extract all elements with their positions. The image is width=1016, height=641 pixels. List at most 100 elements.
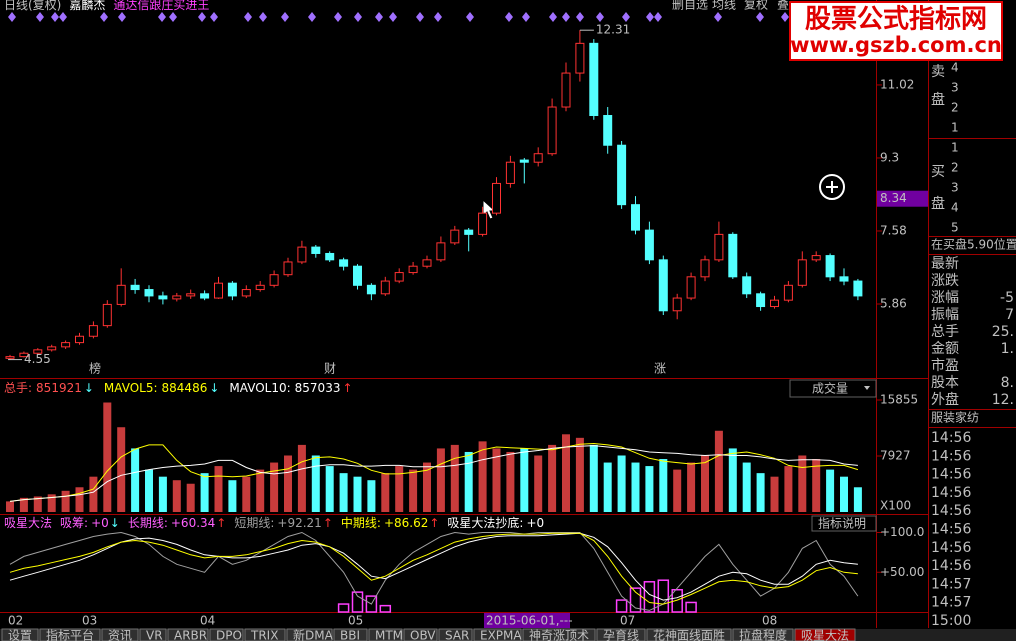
tab[interactable] xyxy=(101,628,139,641)
volume-bar xyxy=(742,462,751,512)
tab[interactable] xyxy=(244,628,286,641)
volume-bar xyxy=(659,459,668,512)
indicator-line xyxy=(9,531,859,611)
legend-value: 851921 xyxy=(36,381,82,395)
volume-bar xyxy=(256,469,265,512)
volume-bar xyxy=(826,469,835,512)
tab-label[interactable]: TRIX xyxy=(250,629,278,641)
candle-body xyxy=(658,259,668,312)
volume-bar xyxy=(798,455,807,512)
tab-label[interactable]: 拉盘程度 xyxy=(739,628,787,641)
tab[interactable] xyxy=(794,628,856,641)
tab[interactable] xyxy=(286,628,333,641)
tab-label[interactable]: EXPMA xyxy=(480,629,522,641)
tab[interactable] xyxy=(646,628,732,641)
tab[interactable] xyxy=(139,628,167,641)
signal-diamond xyxy=(354,12,362,22)
quote-value: 12. xyxy=(992,392,1014,408)
header: 日线(复权) 嘉麟杰 通达信跟庄买进王 xyxy=(4,0,209,12)
absorb-bar xyxy=(615,599,628,613)
tab-label[interactable]: VR xyxy=(146,629,163,641)
toolbar-button[interactable]: 均线 xyxy=(712,0,736,12)
candle-body xyxy=(158,295,168,300)
tab-label[interactable]: OBV xyxy=(410,629,436,641)
tab[interactable] xyxy=(1,628,39,641)
quote-value: -5 xyxy=(1000,290,1014,306)
tab-label[interactable]: SAR xyxy=(445,629,469,641)
toolbar-button[interactable]: 删自选 xyxy=(672,0,708,12)
indicator-name[interactable]: 成交量 xyxy=(812,381,848,396)
tab-label[interactable]: BBI xyxy=(340,629,360,641)
tab-label[interactable]: ARBR xyxy=(174,629,207,641)
volume-bar xyxy=(297,444,306,512)
quote-label: 股本 xyxy=(931,375,959,391)
dropdown-arrow[interactable] xyxy=(864,386,870,390)
indicator-select[interactable] xyxy=(789,379,877,398)
volume-bar xyxy=(103,402,112,512)
tab[interactable] xyxy=(368,628,403,641)
volume-bar xyxy=(353,476,362,512)
tab-label[interactable]: 设置 xyxy=(8,629,32,641)
indicator-help[interactable] xyxy=(811,515,877,532)
trade-time: 14:56 xyxy=(931,430,971,446)
event-marker: 财 xyxy=(324,362,336,376)
tab[interactable] xyxy=(473,628,522,641)
absorb-bar xyxy=(365,595,378,613)
volume-bar xyxy=(520,448,529,512)
x-tick-label: 07 xyxy=(620,614,635,628)
indicator-help-label[interactable]: 指标说明 xyxy=(818,516,866,531)
volume-bar xyxy=(172,480,181,512)
tab-label[interactable]: 新DMA xyxy=(293,628,334,641)
signal-diamond xyxy=(781,12,789,22)
candle-body xyxy=(478,212,488,235)
toolbar-button[interactable]: 叠 xyxy=(777,0,789,12)
absorb-bar xyxy=(379,604,392,613)
trade-time: 15:00 xyxy=(931,613,971,629)
legend-value: +60.34 xyxy=(171,516,215,530)
volume-bar xyxy=(367,480,376,512)
tab[interactable] xyxy=(522,628,596,641)
tab[interactable] xyxy=(209,628,244,641)
volume-bar xyxy=(575,437,584,512)
tab-label[interactable]: 指标平台 xyxy=(46,628,94,641)
tab[interactable] xyxy=(403,628,438,641)
legend-arrow: ↑ xyxy=(323,516,333,530)
candle-body xyxy=(33,349,43,354)
tab[interactable] xyxy=(39,628,101,641)
trade-time: 14:56 xyxy=(931,467,971,483)
tab-label[interactable]: 神奇涨顶术 xyxy=(529,628,589,641)
candle-body xyxy=(700,259,710,278)
volume-bar xyxy=(61,490,70,512)
x-tick-label: 05 xyxy=(348,614,363,628)
candle-body xyxy=(227,282,237,297)
candle-body xyxy=(686,276,696,299)
tab-label[interactable]: 资讯 xyxy=(108,629,132,641)
watermark-title: 股票公式指标网 xyxy=(805,5,987,35)
volume-bar xyxy=(89,476,98,512)
tab[interactable] xyxy=(732,628,794,641)
y-tick-label: +50.00 xyxy=(880,565,924,579)
volume-bar xyxy=(145,469,153,512)
buy-level: 2 xyxy=(951,161,959,175)
tab-label[interactable]: 花神面线面胜 xyxy=(653,628,725,641)
tab[interactable] xyxy=(333,628,368,641)
legend-label: 吸星大法 xyxy=(4,516,52,530)
tab-label[interactable]: DPO xyxy=(216,629,242,641)
absorb-bar xyxy=(351,591,364,613)
tab-label[interactable]: 孕育线 xyxy=(603,628,639,641)
toolbar-button[interactable]: 复权 xyxy=(744,0,768,12)
quote-label: 市盈 xyxy=(931,357,959,374)
candle-body xyxy=(464,229,474,235)
tab-label[interactable]: 吸星大法 xyxy=(801,629,849,641)
volume-bar xyxy=(47,494,56,512)
tab-label[interactable]: MTM xyxy=(375,629,403,641)
legend-label: MAVOL5: xyxy=(104,381,158,395)
candle-body xyxy=(116,284,126,305)
tab[interactable] xyxy=(596,628,646,641)
volume-bar xyxy=(311,455,320,512)
signal-diamond xyxy=(334,12,342,22)
tab[interactable] xyxy=(438,628,473,641)
candle-body xyxy=(450,229,460,244)
signal-diamond xyxy=(562,12,570,22)
tab[interactable] xyxy=(167,628,209,641)
